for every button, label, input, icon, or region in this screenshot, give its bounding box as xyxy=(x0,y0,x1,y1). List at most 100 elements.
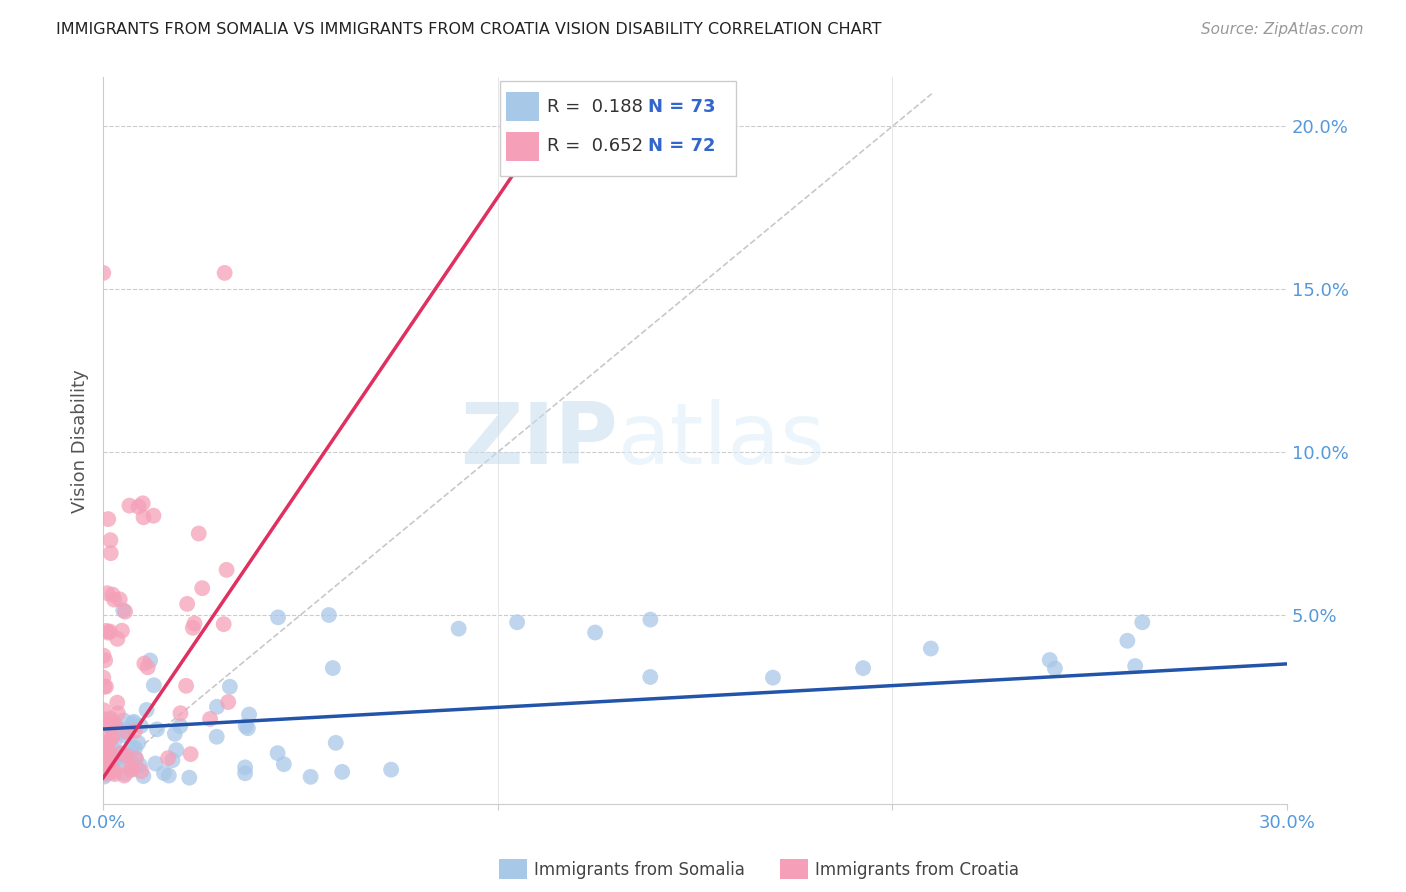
Point xyxy=(174,679,197,693)
Point xyxy=(103,592,125,607)
Point xyxy=(380,763,402,777)
Point xyxy=(1130,615,1153,630)
Point xyxy=(111,624,134,638)
Point xyxy=(107,706,129,721)
Point xyxy=(101,731,124,745)
Point xyxy=(205,730,228,744)
FancyBboxPatch shape xyxy=(499,81,737,176)
Point xyxy=(1116,633,1139,648)
Point xyxy=(91,266,114,280)
Point xyxy=(107,754,129,768)
Point xyxy=(233,766,256,780)
Point xyxy=(139,653,162,667)
Text: Immigrants from Somalia: Immigrants from Somalia xyxy=(534,861,745,879)
Point xyxy=(93,703,115,717)
Point xyxy=(583,625,606,640)
Point xyxy=(115,747,138,761)
Point xyxy=(93,770,115,784)
Point xyxy=(98,624,121,639)
Text: Immigrants from Croatia: Immigrants from Croatia xyxy=(815,861,1019,879)
Point xyxy=(91,671,114,685)
Point xyxy=(100,533,122,548)
FancyBboxPatch shape xyxy=(506,132,538,161)
Point xyxy=(121,763,143,777)
Point xyxy=(273,757,295,772)
Point xyxy=(132,496,155,510)
Point xyxy=(98,765,121,780)
Point xyxy=(266,746,288,760)
Point xyxy=(103,753,125,767)
Point xyxy=(267,610,290,624)
Point xyxy=(162,753,184,767)
Point xyxy=(98,764,121,778)
Point xyxy=(104,767,127,781)
Point xyxy=(135,703,157,717)
Point xyxy=(762,671,785,685)
Point xyxy=(98,757,121,772)
Point xyxy=(108,722,131,736)
Point xyxy=(97,735,120,749)
Point xyxy=(129,764,152,778)
Point xyxy=(122,716,145,731)
Point xyxy=(112,603,135,617)
Point xyxy=(94,767,117,781)
Point xyxy=(181,621,204,635)
Point xyxy=(96,764,118,779)
Point xyxy=(107,632,129,646)
Point xyxy=(96,717,118,731)
Point xyxy=(187,526,209,541)
Text: N = 72: N = 72 xyxy=(648,137,716,155)
Point xyxy=(128,758,150,772)
Point xyxy=(115,725,138,739)
Point xyxy=(132,510,155,524)
Point xyxy=(96,750,118,764)
Point xyxy=(179,771,201,785)
Point xyxy=(132,769,155,783)
Point xyxy=(134,657,156,671)
Point xyxy=(96,586,118,600)
Text: atlas: atlas xyxy=(619,400,827,483)
Text: N = 73: N = 73 xyxy=(648,97,716,115)
Text: ZIP: ZIP xyxy=(460,400,619,483)
Point xyxy=(214,266,236,280)
Point xyxy=(205,699,228,714)
Point xyxy=(114,605,136,619)
Point xyxy=(112,768,135,782)
Point xyxy=(108,592,131,607)
Point xyxy=(96,624,118,638)
Point xyxy=(146,723,169,737)
Point xyxy=(157,751,180,765)
Point xyxy=(125,751,148,765)
Point xyxy=(105,696,128,710)
Point xyxy=(114,729,136,743)
Point xyxy=(107,746,129,760)
Point xyxy=(169,706,191,721)
Point xyxy=(101,714,124,729)
Point xyxy=(330,764,353,779)
Point xyxy=(1123,659,1146,673)
Point xyxy=(121,740,143,755)
Point xyxy=(104,718,127,732)
Point xyxy=(97,512,120,526)
Point xyxy=(124,741,146,756)
Point xyxy=(110,747,132,761)
Point xyxy=(114,724,136,739)
Point xyxy=(920,641,942,656)
Point xyxy=(145,756,167,771)
Point xyxy=(124,724,146,739)
Point xyxy=(640,670,662,684)
Point xyxy=(238,707,260,722)
Point xyxy=(112,714,135,728)
Point xyxy=(101,588,124,602)
Point xyxy=(100,731,122,745)
Point xyxy=(120,749,142,764)
Point xyxy=(110,750,132,764)
Point xyxy=(96,744,118,758)
Point xyxy=(236,721,259,735)
Point xyxy=(104,750,127,764)
Point xyxy=(180,747,202,761)
Point xyxy=(104,764,127,779)
Point xyxy=(120,763,142,777)
Point xyxy=(128,500,150,514)
Point xyxy=(1043,661,1066,675)
